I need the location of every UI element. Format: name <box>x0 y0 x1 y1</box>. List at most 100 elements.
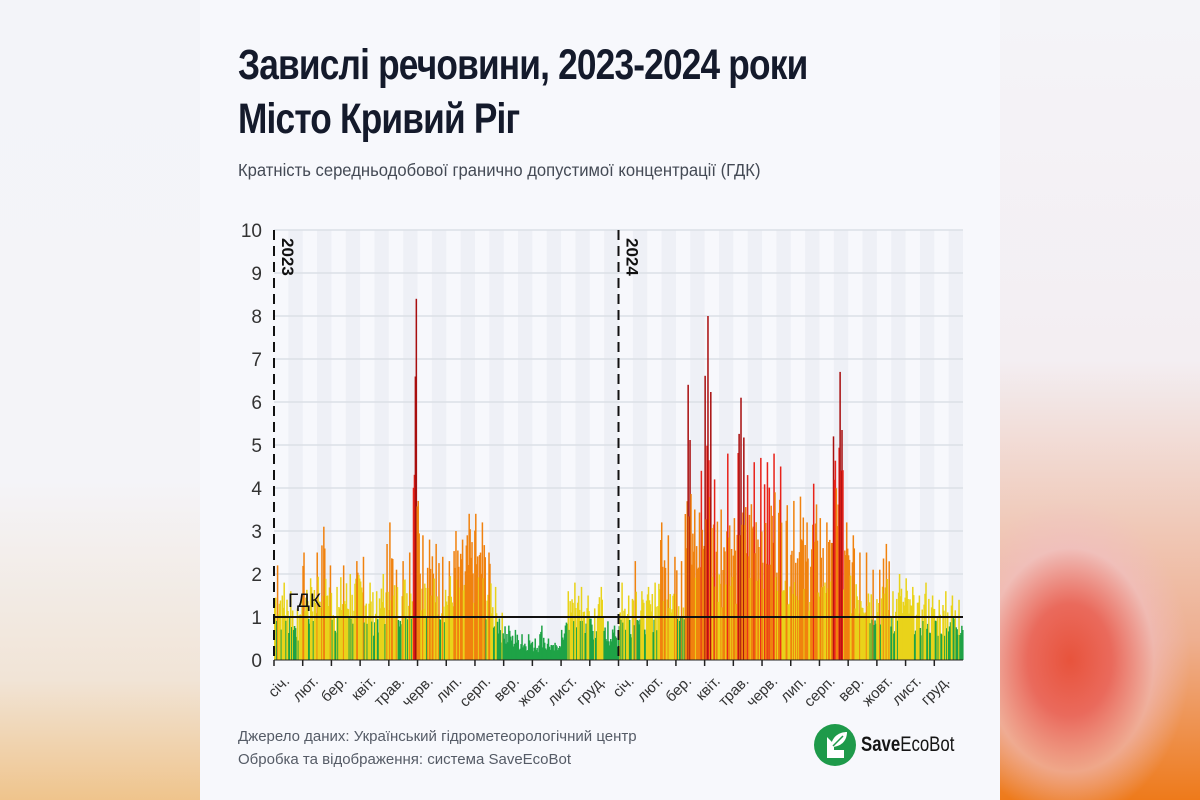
bar <box>814 523 817 660</box>
bar <box>360 587 363 660</box>
bar <box>321 545 323 660</box>
bar <box>306 589 308 660</box>
bar <box>627 595 630 660</box>
bar <box>872 569 874 660</box>
bar <box>405 617 407 660</box>
bar <box>506 634 508 660</box>
bar <box>331 619 334 660</box>
bar <box>706 445 708 660</box>
bar <box>551 645 553 660</box>
bar <box>690 494 692 660</box>
bar <box>705 519 707 660</box>
bar <box>413 474 416 660</box>
bar <box>667 535 670 660</box>
bar <box>676 570 678 660</box>
bar <box>769 564 772 660</box>
bar <box>877 612 879 660</box>
bar <box>414 376 417 660</box>
bar <box>945 591 947 660</box>
bar <box>884 587 887 660</box>
bar <box>826 522 828 660</box>
bar <box>416 506 419 660</box>
bar <box>495 613 498 660</box>
bar <box>348 617 351 660</box>
bar <box>406 593 408 660</box>
bar <box>504 626 506 660</box>
bar <box>954 610 957 660</box>
bar <box>335 632 337 660</box>
bar <box>836 526 839 660</box>
bar <box>719 583 721 660</box>
bar <box>598 597 601 660</box>
bar <box>793 500 795 660</box>
background-right <box>1000 0 1200 800</box>
bar <box>284 615 286 660</box>
bar <box>430 595 433 660</box>
bar <box>848 559 851 660</box>
bar <box>645 600 648 660</box>
bar <box>946 612 949 660</box>
bar <box>542 647 544 660</box>
bar <box>643 602 645 660</box>
bar <box>525 646 527 660</box>
bar <box>737 453 739 660</box>
bar <box>568 629 570 660</box>
month-label: серп. <box>801 673 839 711</box>
bar <box>526 650 529 660</box>
bar <box>425 587 427 660</box>
bar <box>856 596 858 660</box>
bar <box>725 584 727 660</box>
bar <box>949 622 952 660</box>
bar <box>911 606 913 660</box>
bar <box>859 552 861 660</box>
bar <box>422 535 424 660</box>
bar <box>629 634 632 660</box>
bar <box>420 610 422 660</box>
bar <box>463 584 466 660</box>
bar <box>307 618 310 660</box>
bar <box>830 542 833 660</box>
bar <box>933 609 936 660</box>
y-tick-label: 1 <box>251 608 262 629</box>
bar <box>412 487 415 660</box>
bar <box>784 580 787 660</box>
bar <box>855 584 857 660</box>
bar <box>879 569 881 660</box>
bar <box>522 647 524 660</box>
bar <box>716 521 719 660</box>
bar <box>352 623 354 660</box>
bar <box>365 603 368 660</box>
bar <box>362 556 365 660</box>
bar <box>340 577 342 660</box>
y-tick-label: 0 <box>251 651 262 672</box>
bar <box>950 605 953 660</box>
bar <box>661 566 664 660</box>
bar <box>372 592 374 660</box>
bar <box>946 628 948 660</box>
bar <box>400 624 402 660</box>
bar <box>656 630 658 660</box>
bar <box>935 621 938 660</box>
bar <box>732 555 735 660</box>
bar <box>862 612 865 660</box>
logo-text-bold: Save <box>861 733 901 756</box>
bar <box>660 522 663 660</box>
bar <box>572 602 574 660</box>
month-label: груд. <box>573 673 609 709</box>
bar <box>771 515 773 660</box>
bar <box>324 548 326 660</box>
bar <box>325 596 328 660</box>
bar <box>467 565 469 660</box>
bar <box>811 524 814 660</box>
bar <box>909 599 911 660</box>
bar <box>339 608 341 660</box>
bar <box>905 578 907 660</box>
year-label: 2023 <box>278 238 297 276</box>
bar <box>919 628 922 660</box>
bar <box>328 587 331 660</box>
bar <box>350 618 352 660</box>
bar <box>509 636 512 660</box>
bar <box>524 643 526 660</box>
bar <box>475 513 477 660</box>
